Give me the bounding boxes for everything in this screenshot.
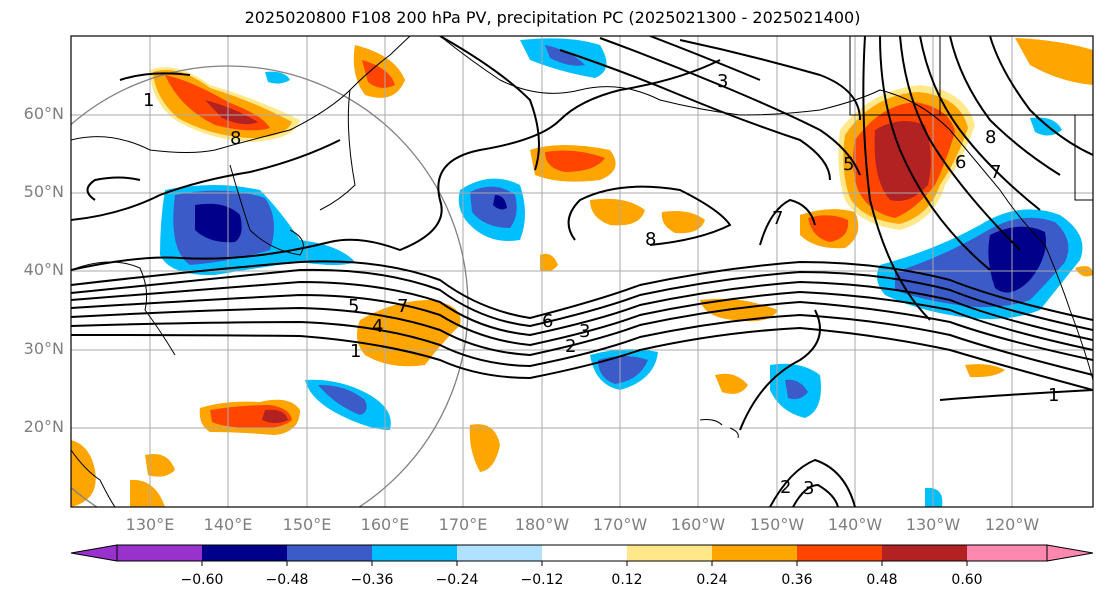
- colorbar-tick-label: 0.12: [611, 572, 643, 588]
- colorbar-segment: [967, 545, 1047, 561]
- contour-label: 3: [803, 478, 814, 499]
- contour-label: 1: [350, 341, 361, 362]
- colorbar-tick-label: 0.36: [781, 572, 813, 588]
- contour-label: 2: [565, 336, 576, 357]
- contour-label: 2: [780, 477, 791, 498]
- contour-label: 3: [579, 321, 590, 342]
- colorbar-tick-label: 0.24: [696, 572, 728, 588]
- lon-label: 170°W: [592, 515, 648, 534]
- contour-label: 6: [542, 311, 553, 332]
- lat-label: 20°N: [23, 417, 64, 436]
- coastlines: [71, 36, 1093, 507]
- lon-label: 140°E: [203, 515, 253, 534]
- colorbar-segment: [542, 545, 627, 561]
- contour-label: 7: [397, 296, 408, 317]
- colorbar-segment: [457, 545, 542, 561]
- colorbar-tick-label: −0.60: [180, 572, 224, 588]
- contour-label: 8: [645, 229, 656, 250]
- lon-label: 180°W: [514, 515, 570, 534]
- lat-label: 60°N: [23, 104, 64, 123]
- lon-label: 170°E: [438, 515, 488, 534]
- lon-label: 160°E: [360, 515, 410, 534]
- contour-label: 7: [772, 208, 783, 229]
- colorbar-tick-label: −0.36: [350, 572, 394, 588]
- colorbar-segment: [287, 545, 372, 561]
- contour-label-group: 1 8 3 5 7 8 6 7 8 5 4 1 6 3 2 1 2 3 7: [143, 71, 1059, 499]
- map-title: 2025020800 F108 200 hPa PV, precipitatio…: [244, 8, 861, 27]
- contour-label: 1: [1048, 385, 1059, 406]
- colorbar-tick-label: 0.48: [866, 572, 898, 588]
- contour-label: 8: [230, 128, 241, 149]
- colorbar-extend-high: [1046, 544, 1094, 562]
- contour-label: 4: [372, 316, 383, 337]
- colorbar-segment: [202, 545, 287, 561]
- contour-label: 7: [990, 162, 1001, 183]
- pv-contours: [71, 36, 1093, 507]
- colorbar-segment: [797, 545, 882, 561]
- lon-label: 160°W: [670, 515, 726, 534]
- contour-label: 8: [985, 127, 996, 148]
- lat-label: 40°N: [23, 260, 64, 279]
- plot-frame: [70, 35, 1094, 508]
- lon-label: 120°W: [984, 515, 1040, 534]
- lat-label: 50°N: [23, 182, 64, 201]
- contour-label: 1: [143, 90, 154, 111]
- contour-label: 5: [348, 296, 359, 317]
- colorbar-segment: [372, 545, 457, 561]
- colorbar-segment: [627, 545, 712, 561]
- colorbar-tick-label: −0.48: [265, 572, 309, 588]
- colorbar-tick-label: −0.12: [520, 572, 564, 588]
- colorbar-tick-label: −0.24: [435, 572, 479, 588]
- lon-label: 130°E: [125, 515, 175, 534]
- colorbar-extend-low: [70, 544, 118, 562]
- lon-label: 130°W: [905, 515, 961, 534]
- colorbar: [70, 544, 1094, 566]
- lon-label: 140°W: [827, 515, 883, 534]
- precip-anomaly-fill: [71, 38, 1093, 507]
- colorbar-segment: [882, 545, 967, 561]
- contour-label: 6: [955, 152, 966, 173]
- colorbar-tick-label: 0.60: [951, 572, 983, 588]
- colorbar-segment: [712, 545, 797, 561]
- lat-label: 30°N: [23, 339, 64, 358]
- colorbar-segment: [117, 545, 202, 561]
- lon-label: 150°E: [282, 515, 332, 534]
- contour-label: 5: [843, 154, 854, 175]
- map-plot-area: 1 8 3 5 7 8 6 7 8 5 4 1 6 3 2 1 2 3 7: [71, 36, 1093, 507]
- graticule: [71, 36, 1093, 507]
- reference-circle: [71, 65, 469, 507]
- lon-label: 150°W: [749, 515, 805, 534]
- contour-label: 3: [717, 71, 728, 92]
